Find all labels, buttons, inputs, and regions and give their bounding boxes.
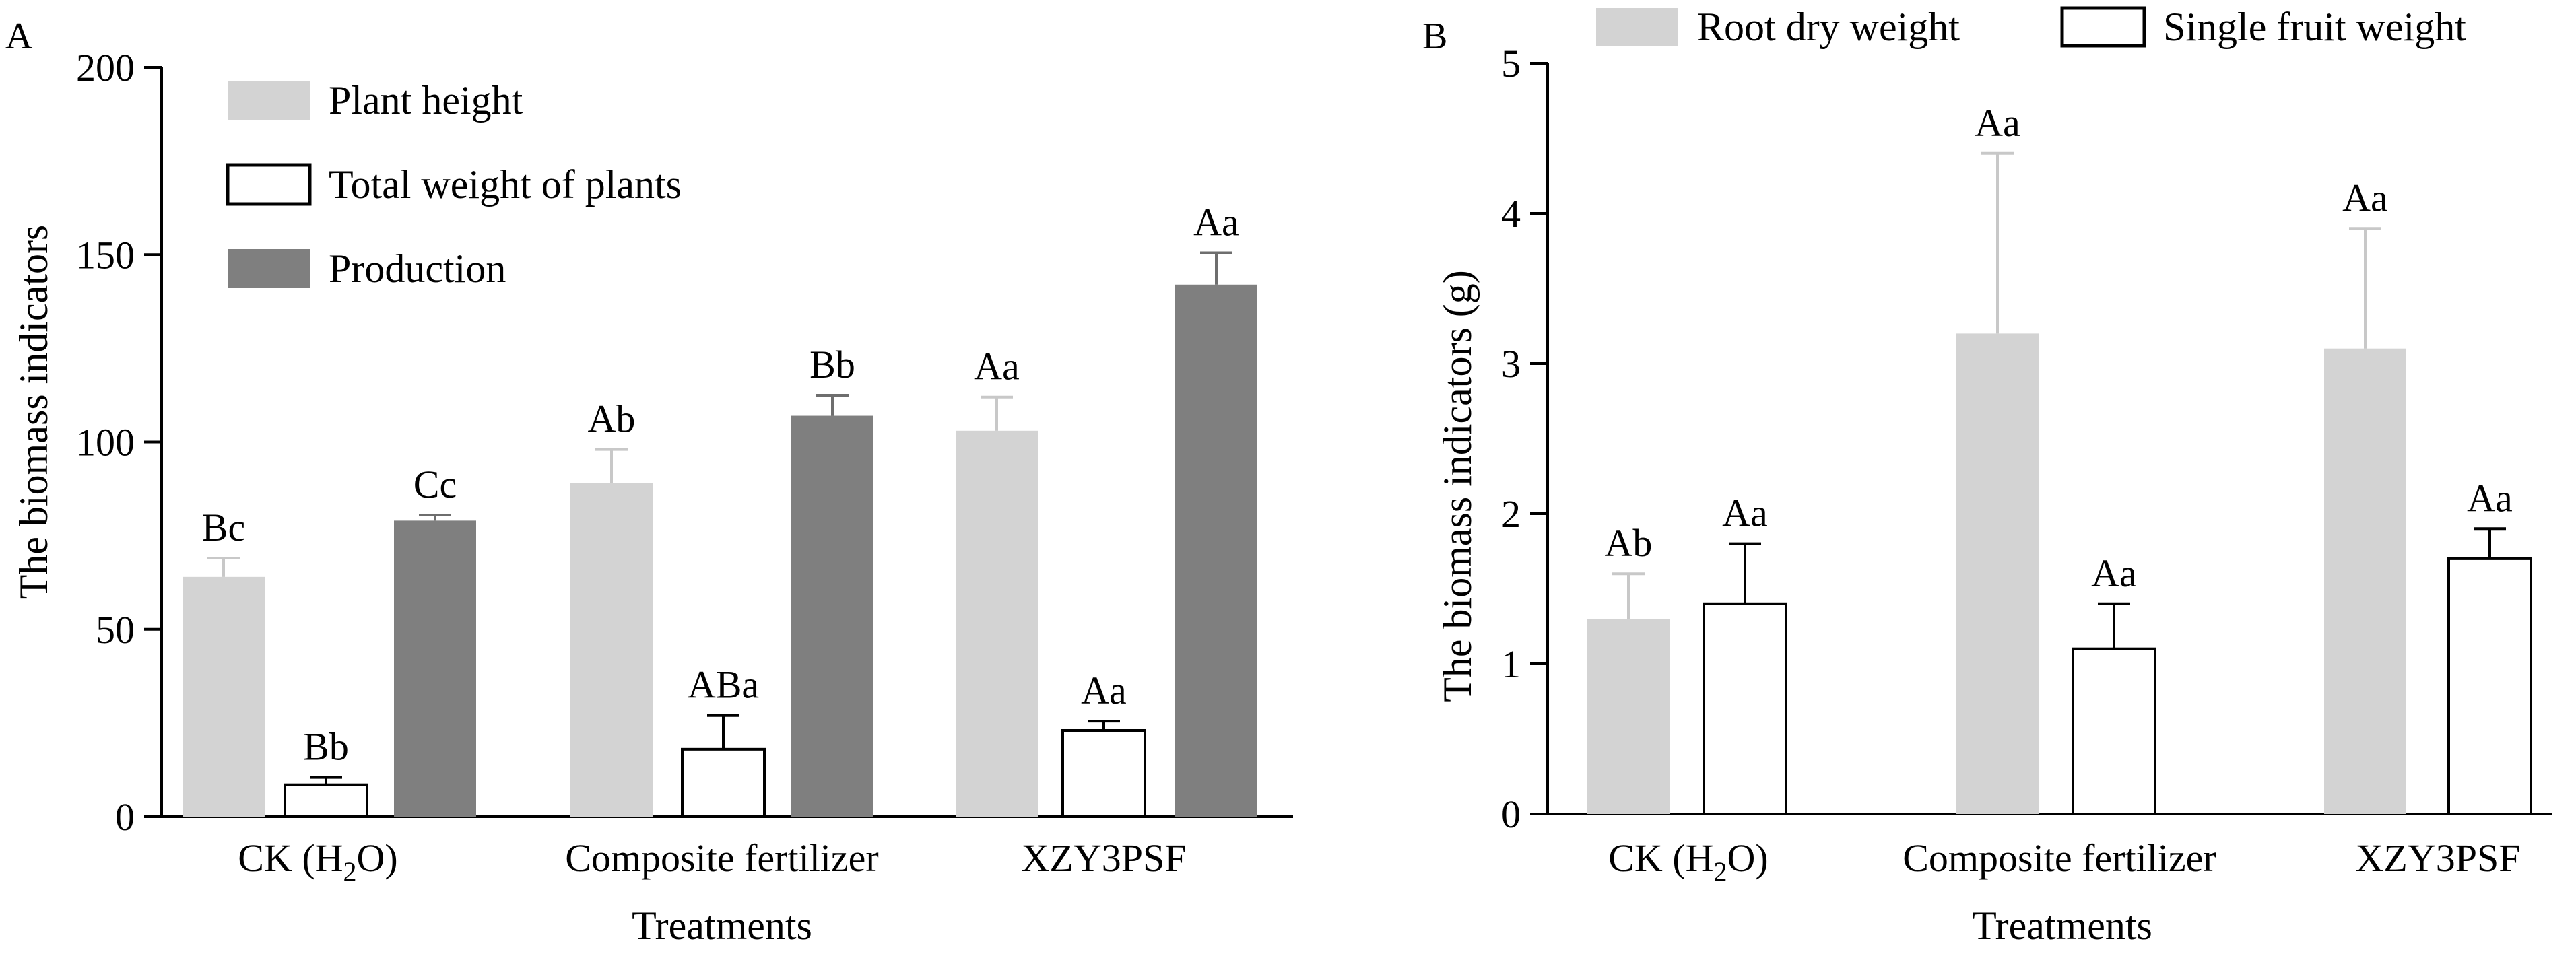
panel-a-ylabel: The biomass indicators (11, 225, 56, 600)
panel-b-bar-single-fruit-weight (2072, 647, 2156, 816)
panel-b-significance-label: Aa (2342, 176, 2388, 219)
panel-a-label: A (5, 15, 33, 57)
panel-a-marks: 0 50 100 150 200 CK (H2O) Composite fertilizer… (76, 46, 1293, 887)
panel-a-legend-swatch (228, 81, 310, 120)
panel-a-significance-label: Ab (588, 397, 636, 441)
panel-b-legend-label: Single fruit weight (2163, 5, 2466, 49)
panel-b-xlabel: Treatments (1972, 903, 2152, 948)
panel-b-label: B (1422, 15, 1447, 57)
panel-b-significance-label: Aa (2467, 476, 2513, 520)
panel-a-legend-label: Total weight of plants (329, 162, 682, 207)
panel-a-bar-production (791, 415, 873, 817)
panel-b-significance-label: Aa (1975, 101, 2020, 145)
panel-a-y-tick-label: 200 (76, 46, 135, 90)
panel-b-y-tick-label: 3 (1501, 342, 1521, 386)
panel-a-significance-label: Aa (1193, 200, 1239, 244)
panel-a-category-label: Composite fertilizer (565, 836, 878, 880)
panel-b-bar-root-dry-weight (1587, 619, 1670, 814)
panel-a: A The biomass indicators Treatments 0 50 1… (5, 15, 1293, 948)
panel-a-significance-label: ABa (688, 663, 759, 707)
panel-b-marks: 0 1 2 3 4 5 CK (H2O) Composite fertilizer XZY3PS… (1501, 5, 2552, 887)
panel-a-bar-plant-height (956, 430, 1038, 817)
panel-b-y-tick-label: 1 (1501, 642, 1521, 686)
panel-b-ylabel: The biomass indicators (g) (1435, 270, 1480, 702)
panel-a-legend-label: Production (329, 246, 506, 291)
panel-b-category-label: CK (H2O) (1608, 836, 1768, 887)
panel-a-xlabel: Treatments (632, 903, 812, 948)
panel-b: B The biomass indicators (g) Treatments … (1422, 5, 2552, 948)
panel-b-y-tick-label: 5 (1501, 42, 1521, 85)
panel-b-legend-label: Root dry weight (1697, 5, 1960, 49)
panel-a-significance-label: Aa (974, 345, 1020, 388)
panel-a-legend-label: Plant height (329, 78, 523, 123)
panel-b-y-tick-label: 2 (1501, 492, 1521, 536)
panel-a-bar-total-weight-of-plants (681, 747, 766, 818)
panel-a-significance-label: Bc (202, 506, 245, 549)
panel-b-significance-label: Ab (1605, 521, 1653, 565)
panel-a-bar-total-weight-of-plants (1061, 729, 1146, 819)
panel-a-y-tick-label: 0 (115, 795, 135, 839)
panel-a-significance-label: Aa (1081, 669, 1127, 712)
panel-a-bar-production (394, 520, 476, 817)
panel-b-bar-single-fruit-weight (1703, 602, 1787, 815)
panel-b-significance-label: Aa (1722, 491, 1768, 535)
panel-b-legend-swatch (1596, 8, 1678, 46)
panel-a-legend-swatch (228, 249, 310, 288)
panel-a-legend-swatch (226, 163, 312, 206)
panel-b-category-label: XZY3PSF (2356, 836, 2521, 880)
panel-a-significance-label: Cc (414, 463, 457, 506)
panel-b-y-tick-label: 4 (1501, 192, 1521, 236)
panel-a-y-tick-label: 50 (96, 608, 135, 652)
panel-b-bar-root-dry-weight (1956, 333, 2039, 814)
panel-a-significance-label: Bb (810, 343, 855, 386)
panel-a-bar-plant-height (570, 483, 653, 817)
panel-b-y-tick-label: 0 (1501, 792, 1521, 836)
panel-a-bar-production (1175, 284, 1257, 817)
panel-a-category-label: XZY3PSF (1022, 836, 1187, 880)
panel-b-bar-single-fruit-weight (2447, 557, 2532, 816)
panel-a-significance-label: Bb (303, 725, 349, 769)
panel-a-y-tick-label: 150 (76, 233, 135, 277)
panel-b-significance-label: Aa (2091, 551, 2137, 595)
panel-b-legend-swatch (2060, 6, 2146, 48)
panel-a-y-tick-label: 100 (76, 421, 135, 465)
panel-b-bar-root-dry-weight (2324, 348, 2406, 814)
panel-a-bar-total-weight-of-plants (284, 783, 368, 819)
panel-b-category-label: Composite fertilizer (1903, 836, 2216, 880)
panel-a-bar-plant-height (183, 576, 265, 817)
panel-a-category-label: CK (H2O) (238, 836, 397, 887)
